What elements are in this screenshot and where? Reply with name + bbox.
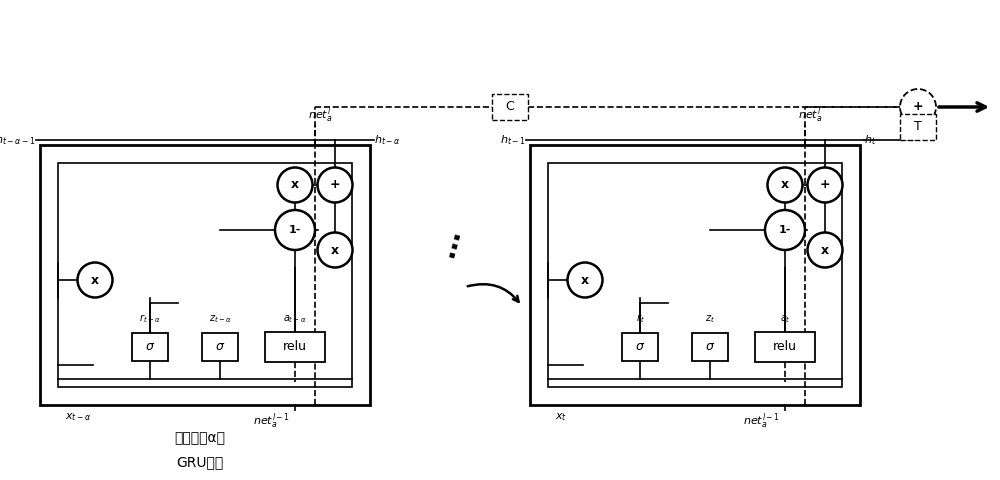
Text: $x_t$: $x_t$: [555, 411, 567, 423]
Text: $a_t$: $a_t$: [780, 313, 790, 325]
FancyBboxPatch shape: [900, 114, 936, 140]
Text: relu: relu: [283, 340, 307, 353]
Text: relu: relu: [773, 340, 797, 353]
Text: +: +: [820, 179, 830, 192]
FancyBboxPatch shape: [492, 94, 528, 120]
Text: $net_a^l$: $net_a^l$: [308, 106, 332, 125]
FancyBboxPatch shape: [755, 332, 815, 362]
Text: $z_t$: $z_t$: [705, 313, 715, 325]
Text: $h_t$: $h_t$: [864, 133, 876, 147]
Circle shape: [78, 263, 112, 298]
Text: $h_{t-\alpha}$: $h_{t-\alpha}$: [374, 133, 401, 147]
Text: 中间省略α个: 中间省略α个: [175, 431, 226, 445]
Text: ⋯: ⋯: [438, 227, 472, 261]
Text: $\sigma$: $\sigma$: [215, 340, 225, 353]
Text: x: x: [331, 243, 339, 256]
FancyBboxPatch shape: [132, 333, 168, 361]
Text: x: x: [581, 274, 589, 287]
Text: 1-: 1-: [779, 225, 791, 235]
Circle shape: [318, 168, 352, 203]
Circle shape: [318, 232, 352, 267]
FancyBboxPatch shape: [622, 333, 658, 361]
Text: x: x: [291, 179, 299, 192]
Text: T: T: [914, 120, 922, 133]
Circle shape: [808, 168, 842, 203]
Text: x: x: [821, 243, 829, 256]
Text: 1-: 1-: [289, 225, 301, 235]
Text: GRU单元: GRU单元: [176, 455, 224, 469]
Text: $\sigma$: $\sigma$: [145, 340, 155, 353]
Text: $\sigma$: $\sigma$: [705, 340, 715, 353]
FancyBboxPatch shape: [265, 332, 325, 362]
Text: $net_a^{l-1}$: $net_a^{l-1}$: [743, 411, 779, 431]
Text: x: x: [781, 179, 789, 192]
Text: $r_{t-\alpha}$: $r_{t-\alpha}$: [139, 312, 161, 325]
Circle shape: [768, 168, 802, 203]
FancyBboxPatch shape: [692, 333, 728, 361]
Text: $net_a^{l-1}$: $net_a^{l-1}$: [253, 411, 289, 431]
Text: +: +: [330, 179, 340, 192]
Circle shape: [278, 168, 312, 203]
Text: $a_{t-\alpha}$: $a_{t-\alpha}$: [283, 313, 307, 325]
Text: $h_{t-\alpha-1}$: $h_{t-\alpha-1}$: [0, 133, 36, 147]
Text: $h_{t-1}$: $h_{t-1}$: [500, 133, 526, 147]
Text: $r_t$: $r_t$: [636, 312, 644, 325]
Circle shape: [900, 89, 936, 125]
Text: $x_{t-\alpha}$: $x_{t-\alpha}$: [65, 411, 91, 423]
Circle shape: [808, 232, 842, 267]
Text: x: x: [91, 274, 99, 287]
Circle shape: [275, 210, 315, 250]
Text: $z_{t-\alpha}$: $z_{t-\alpha}$: [209, 313, 231, 325]
FancyBboxPatch shape: [202, 333, 238, 361]
Circle shape: [765, 210, 805, 250]
Circle shape: [568, 263, 602, 298]
Text: C: C: [506, 100, 514, 113]
Text: $\sigma$: $\sigma$: [635, 340, 645, 353]
Text: $net_a^l$: $net_a^l$: [798, 106, 822, 125]
Text: +: +: [913, 100, 923, 113]
